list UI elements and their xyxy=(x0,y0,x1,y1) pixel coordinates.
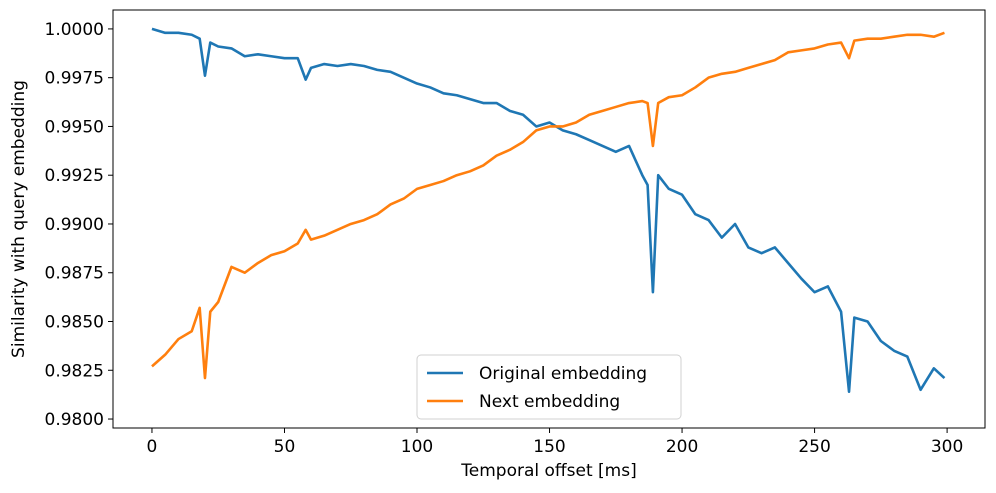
y-axis-label: Similarity with query embedding xyxy=(9,80,29,358)
y-tick-label: 0.9950 xyxy=(45,117,104,137)
x-tick-label: 150 xyxy=(533,437,565,457)
y-tick-label: 0.9850 xyxy=(45,313,104,333)
legend-label: Next embedding xyxy=(479,392,620,412)
y-tick-label: 1.0000 xyxy=(45,20,104,40)
y-tick-label: 0.9925 xyxy=(45,166,104,186)
x-tick-label: 100 xyxy=(401,437,433,457)
plot-frame xyxy=(112,9,986,429)
line xyxy=(151,31,945,380)
y-tick-label: 0.9900 xyxy=(45,215,104,235)
x-tick-label: 250 xyxy=(798,437,830,457)
y-tick-label: 0.9975 xyxy=(45,69,104,89)
x-tick-label: 0 xyxy=(147,437,158,457)
y-tick-label: 0.9800 xyxy=(45,410,104,430)
y-tick-label: 0.9825 xyxy=(45,361,104,381)
y-tick-label: 0.9875 xyxy=(45,264,104,284)
x-tick-label: 50 xyxy=(274,437,296,457)
legend-label: Original embedding xyxy=(479,364,647,384)
line xyxy=(151,27,946,394)
legend-box xyxy=(416,354,682,420)
x-axis-label: Temporal offset [ms] xyxy=(460,461,636,481)
x-tick-label: 300 xyxy=(931,437,963,457)
x-tick-label: 200 xyxy=(666,437,698,457)
